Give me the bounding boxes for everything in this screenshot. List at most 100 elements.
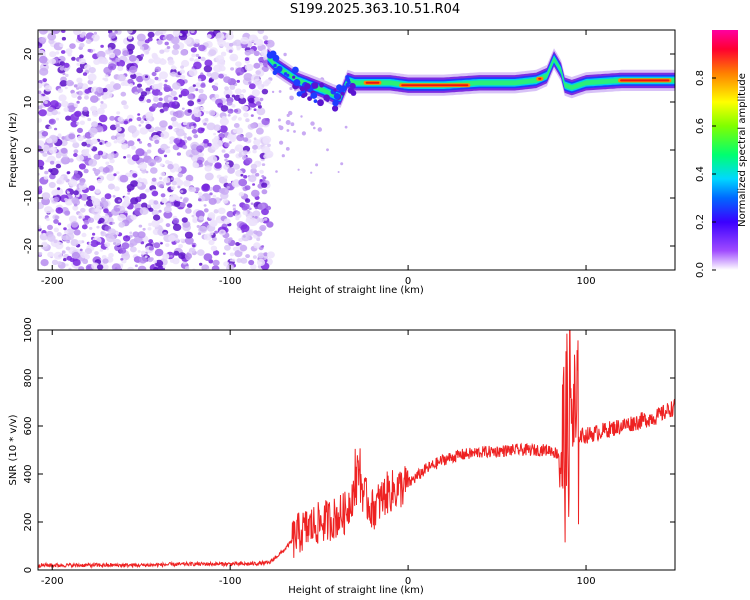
noise-blob xyxy=(113,238,122,246)
noise-blob xyxy=(236,79,240,83)
colorbar-tick-label: 0.4 xyxy=(695,166,706,182)
noise-blob xyxy=(257,30,265,35)
noise-blob xyxy=(38,224,42,230)
noise-blob xyxy=(121,201,129,208)
noise-blob xyxy=(50,160,55,165)
noise-blob xyxy=(98,114,108,123)
noise-blob xyxy=(197,127,205,134)
noise-blob xyxy=(76,121,80,125)
noise-blob xyxy=(208,155,218,164)
noise-blob xyxy=(116,171,120,175)
noise-blob xyxy=(130,246,137,253)
noise-speck xyxy=(310,171,313,174)
noise-blob xyxy=(245,157,253,164)
noise-blob xyxy=(224,86,230,91)
noise-blob xyxy=(193,134,199,139)
noise-blob xyxy=(248,97,255,104)
noise-blob xyxy=(227,114,231,117)
noise-blob xyxy=(80,207,86,213)
noise-blob xyxy=(151,180,158,186)
noise-blob xyxy=(203,143,209,148)
noise-blob xyxy=(218,65,226,72)
noise-blob xyxy=(79,248,83,252)
noise-blob xyxy=(163,206,172,213)
noise-blob xyxy=(263,40,269,45)
noise-blob xyxy=(224,142,230,148)
colorbar-tick-label: 0.2 xyxy=(695,214,706,230)
noise-blob xyxy=(185,174,194,182)
noise-blob xyxy=(233,109,239,113)
noise-blob xyxy=(190,30,195,34)
noise-blob xyxy=(167,163,174,170)
noise-blob xyxy=(105,161,110,165)
noise-blob xyxy=(153,260,158,264)
noise-blob xyxy=(100,231,107,237)
noise-blob xyxy=(80,251,88,259)
noise-blob xyxy=(47,106,54,113)
noise-blob xyxy=(214,162,222,169)
noise-blob xyxy=(38,105,43,110)
noise-blob xyxy=(51,189,59,196)
noise-blob xyxy=(137,88,144,93)
noise-blob xyxy=(232,163,240,170)
noise-blob xyxy=(171,180,177,186)
noise-blob xyxy=(187,100,195,107)
snr-x-tick-label: 0 xyxy=(405,576,411,587)
signal-blob xyxy=(319,82,324,88)
noise-blob xyxy=(192,162,200,169)
noise-blob xyxy=(105,247,109,251)
noise-blob xyxy=(53,251,63,260)
noise-blob xyxy=(259,97,264,101)
snr-x-tick-label: -200 xyxy=(41,576,64,587)
noise-blob xyxy=(132,231,140,238)
noise-blob xyxy=(114,186,120,192)
noise-blob xyxy=(132,173,138,178)
noise-blob xyxy=(245,118,250,123)
noise-blob xyxy=(64,230,69,235)
noise-blob xyxy=(182,121,188,126)
signal-blob xyxy=(332,99,339,107)
noise-blob xyxy=(181,217,188,223)
noise-blob xyxy=(126,183,135,191)
noise-blob xyxy=(73,203,78,207)
noise-blob xyxy=(257,116,261,120)
noise-blob xyxy=(140,250,146,255)
noise-blob xyxy=(223,76,232,83)
noise-blob xyxy=(124,210,128,214)
noise-blob xyxy=(95,86,104,94)
noise-blob xyxy=(230,108,233,112)
noise-blob xyxy=(147,158,157,167)
noise-blob xyxy=(38,159,45,168)
noise-blob xyxy=(59,61,65,66)
noise-blob xyxy=(173,96,178,101)
noise-blob xyxy=(127,140,135,147)
noise-blob xyxy=(143,50,150,55)
noise-blob xyxy=(97,178,103,184)
noise-blob xyxy=(257,203,266,211)
noise-blob xyxy=(167,146,170,149)
noise-blob xyxy=(66,191,70,194)
noise-blob xyxy=(100,101,104,104)
noise-blob xyxy=(156,85,162,90)
noise-blob xyxy=(78,58,86,65)
noise-blob xyxy=(220,51,227,57)
noise-blob xyxy=(170,259,175,263)
noise-blob xyxy=(78,215,82,219)
noise-speck xyxy=(285,120,291,125)
noise-blob xyxy=(79,33,85,38)
noise-blob xyxy=(87,73,97,82)
noise-blob xyxy=(145,121,150,125)
noise-blob xyxy=(250,168,257,174)
signal-blob xyxy=(336,84,343,91)
noise-blob xyxy=(197,249,205,256)
noise-blob xyxy=(262,135,272,144)
noise-blob xyxy=(240,257,248,264)
noise-blob xyxy=(175,110,185,119)
noise-speck xyxy=(337,171,340,173)
noise-blob xyxy=(39,67,49,76)
noise-blob xyxy=(87,117,92,122)
noise-blob xyxy=(251,189,260,198)
noise-blob xyxy=(121,242,130,250)
noise-blob xyxy=(145,123,152,130)
noise-blob xyxy=(55,163,62,169)
